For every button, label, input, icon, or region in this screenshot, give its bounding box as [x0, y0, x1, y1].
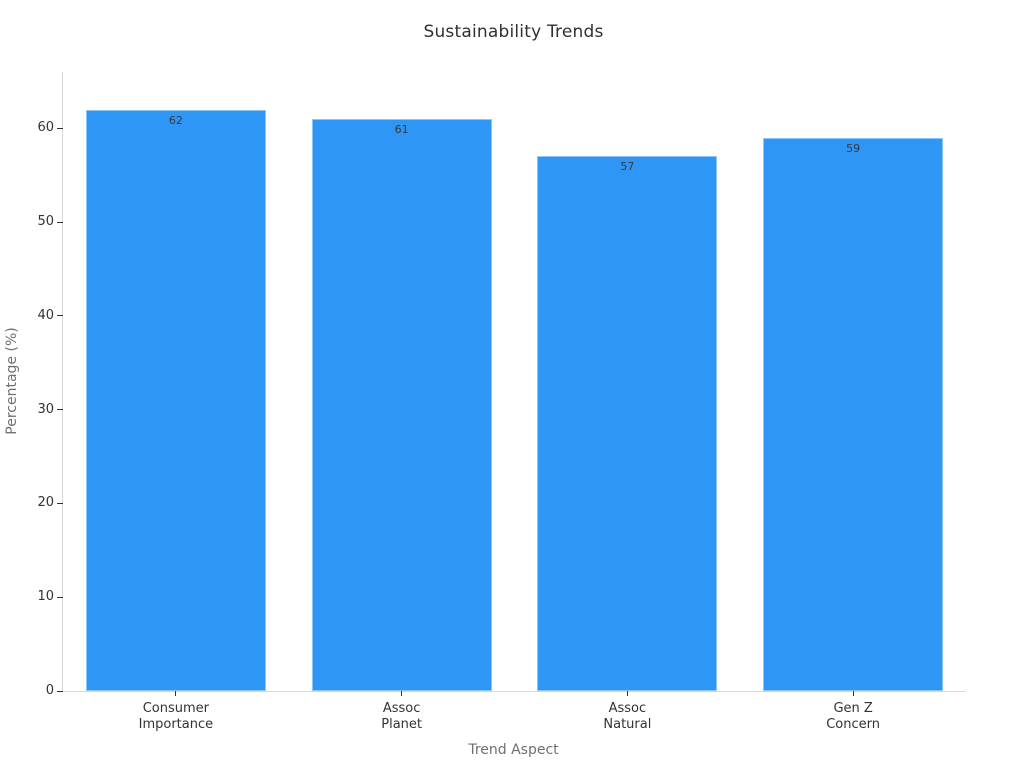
x-tick-label-line: Assoc: [608, 701, 647, 716]
x-tick-label: Gen Z Concern: [826, 701, 880, 733]
chart-title: Sustainability Trends: [423, 22, 604, 42]
y-tick-mark: [57, 409, 63, 411]
y-tick-label: 30: [37, 401, 54, 417]
x-tick-label-line: Consumer: [142, 701, 210, 716]
bar-value-label: 57: [620, 160, 635, 174]
bar: 61: [311, 118, 492, 691]
x-tick-label-line: Planet: [381, 717, 423, 732]
bar-value-label: 59: [846, 141, 861, 155]
y-tick-label: 60: [37, 120, 54, 136]
x-tick-label-line: Concern: [826, 717, 881, 732]
y-tick-mark: [57, 315, 63, 317]
bar: 57: [537, 156, 718, 691]
y-tick-mark: [57, 127, 63, 129]
bar: 62: [85, 109, 266, 691]
x-tick-label-line: Gen Z: [833, 701, 873, 716]
x-tick-label-line: Importance: [138, 717, 214, 732]
x-tick-mark: [626, 691, 628, 696]
y-tick-label: 20: [37, 495, 54, 511]
x-tick-mark: [175, 691, 177, 696]
x-tick-label-line: Assoc: [382, 701, 421, 716]
bar-value-label: 62: [168, 113, 183, 127]
bar-value-label: 61: [394, 122, 409, 136]
x-tick-mark: [401, 691, 403, 696]
y-axis-label: Percentage (%): [4, 327, 20, 435]
y-tick-label: 40: [37, 307, 54, 323]
x-axis-title: Trend Aspect: [468, 742, 559, 758]
y-tick-mark: [57, 502, 63, 504]
x-tick-label: Consumer Importance: [139, 701, 214, 733]
bar: 59: [763, 137, 944, 691]
x-tick-label: Assoc Natural: [603, 701, 651, 733]
y-tick-label: 0: [45, 683, 54, 698]
y-tick-label: 50: [37, 214, 54, 230]
plot-area: 0 10 20 30 40 50 60 62 Consumer Importance 61 Assoc…: [37, 72, 966, 732]
x-tick-label: Assoc Planet: [381, 701, 422, 733]
y-tick-mark: [57, 690, 63, 692]
x-tick-label-line: Natural: [603, 717, 652, 732]
y-tick-mark: [57, 221, 63, 223]
y-tick-mark: [57, 596, 63, 598]
x-tick-mark: [852, 691, 854, 696]
y-tick-label: 10: [37, 589, 54, 605]
